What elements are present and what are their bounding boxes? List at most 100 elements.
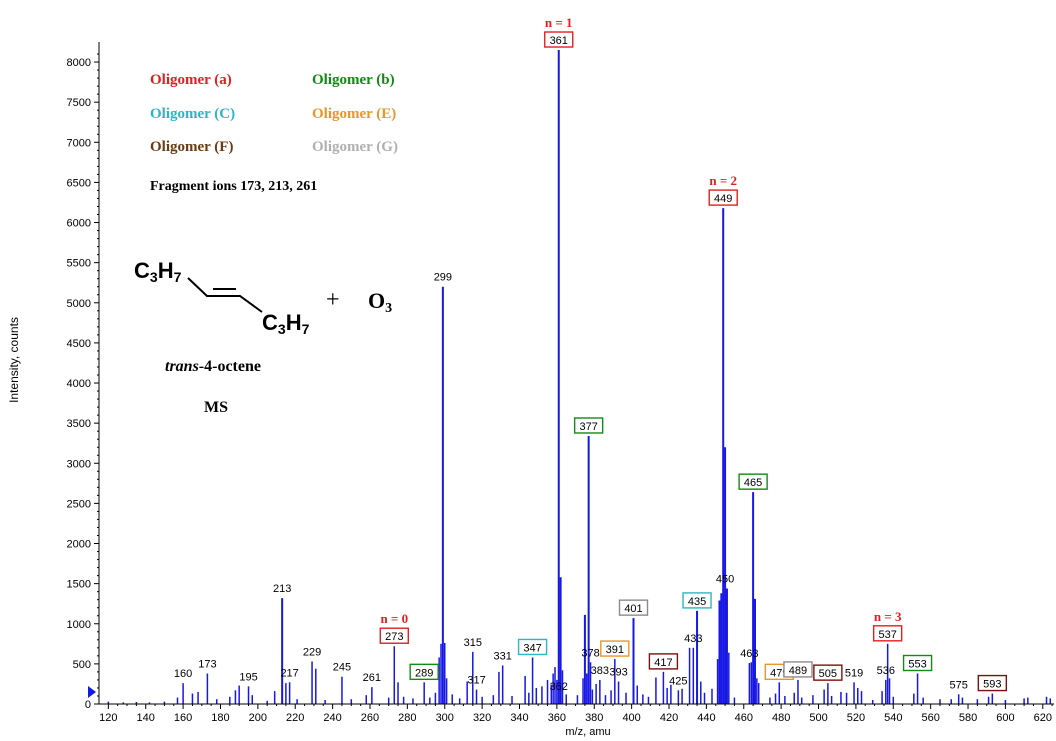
y-tick-label: 2500	[67, 498, 91, 510]
y-tick-label: 3000	[67, 458, 91, 470]
x-tick-label: 440	[697, 712, 715, 724]
legend-oligomer-g: Oligomer (G)	[312, 139, 398, 155]
peak-label: 217	[280, 667, 298, 679]
x-tick-label: 500	[809, 712, 827, 724]
y-tick-label: 0	[85, 699, 91, 711]
peak-label: 435	[688, 596, 706, 608]
peak-label-box	[783, 661, 813, 678]
peak-label: 593	[983, 679, 1001, 691]
x-axis-label: m/z, amu	[565, 726, 610, 738]
molecule-name: trans-4-octene	[165, 358, 261, 376]
peak-label: 391	[606, 644, 624, 656]
peak-label: 377	[579, 421, 597, 433]
c-atom: C	[262, 310, 278, 335]
peak-label: 537	[878, 629, 896, 641]
peak-label: 465	[744, 477, 762, 489]
peak-label: 331	[493, 650, 511, 662]
x-tick-label: 340	[510, 712, 528, 724]
x-tick-label: 180	[211, 712, 229, 724]
c-subscript: 3	[277, 321, 286, 337]
legend-oligomer-c: Oligomer (C)	[150, 106, 236, 122]
o-atom: O	[368, 288, 386, 313]
x-tick-label: 520	[847, 712, 865, 724]
x-tick-label: 320	[473, 712, 491, 724]
h-subscript: 7	[301, 321, 310, 337]
x-tick-label: 200	[249, 712, 267, 724]
peak-label: 553	[908, 659, 926, 671]
peak-label: 299	[434, 272, 452, 284]
y-tick-label: 7500	[67, 97, 91, 109]
peak-label: 273	[385, 631, 403, 643]
peak-label: 378	[581, 647, 599, 659]
x-tick-label: 540	[884, 712, 902, 724]
y-tick-label: 8000	[67, 57, 91, 69]
peak-label-box	[409, 663, 439, 681]
x-tick-label: 360	[548, 712, 566, 724]
x-tick-label: 220	[286, 712, 304, 724]
peak-label: 505	[819, 668, 837, 680]
y-tick-label: 5500	[67, 258, 91, 270]
legend-oligomer-a: Oligomer (a)	[150, 72, 232, 88]
x-tick-label: 460	[735, 712, 753, 724]
h-atom: H	[285, 310, 302, 335]
y-tick-label: 4000	[67, 378, 91, 390]
legend-oligomer-b: Oligomer (b)	[312, 72, 395, 88]
legend-oligomer-e: Oligomer (E)	[312, 106, 397, 122]
peak-label: 229	[303, 646, 321, 658]
peak-label-box	[573, 417, 604, 434]
peak-label-box	[648, 653, 679, 670]
peak-label: 362	[550, 681, 568, 693]
peak-label: 383	[591, 665, 609, 677]
peak-labels: 160 173 195 213 217 229 245 261 273 289 299 315 317 3…	[174, 15, 1008, 693]
n-label: n = 1	[545, 15, 573, 30]
x-tick-label: 160	[174, 712, 192, 724]
plus-sign: +	[326, 287, 340, 313]
o-subscript: 3	[385, 301, 393, 316]
c-subscript: 3	[149, 269, 158, 285]
x-tick-label: 420	[660, 712, 678, 724]
peak-label: 317	[467, 675, 485, 687]
n-label: n = 2	[709, 173, 737, 188]
molecule-left-group: C3H7	[134, 258, 181, 285]
c-atom: C	[134, 258, 150, 283]
peak-label-box	[872, 625, 903, 642]
peak-label-box	[517, 638, 548, 656]
peak-label: 489	[789, 665, 807, 677]
peak-label: 347	[523, 642, 541, 654]
peak-label: 463	[740, 648, 758, 660]
n-label: n = 3	[874, 609, 902, 624]
x-tick-label: 620	[1034, 712, 1052, 724]
peak-label: 213	[273, 583, 291, 595]
peak-label-box	[600, 640, 630, 657]
peak-label: 315	[464, 637, 482, 649]
peak-label: 361	[550, 35, 568, 47]
n-label: n = 0	[380, 611, 408, 626]
peak-label-box	[682, 592, 712, 609]
molecule-name-rest: -4-octene	[198, 358, 261, 375]
axes: 0500100015002000250030003500400045005000…	[67, 42, 1054, 724]
peak-label-box	[738, 473, 768, 490]
legend-oligomer-f: Oligomer (F)	[150, 139, 234, 155]
peak-label: 289	[415, 667, 433, 679]
peak-label: 433	[684, 633, 702, 645]
x-tick-label: 300	[436, 712, 454, 724]
y-axis-label: Intensity, counts	[7, 317, 21, 403]
y-tick-label: 2000	[67, 539, 91, 551]
peak-label: 449	[714, 193, 732, 205]
x-tick-label: 580	[959, 712, 977, 724]
y-tick-label: 4500	[67, 338, 91, 350]
x-tick-label: 600	[996, 712, 1014, 724]
peak-label-box	[902, 654, 933, 672]
x-tick-label: 380	[585, 712, 603, 724]
x-tick-label: 140	[137, 712, 155, 724]
x-tick-label: 120	[99, 712, 117, 724]
y-tick-label: 1500	[67, 579, 91, 591]
peak-label: 450	[716, 573, 734, 585]
peak-label-box	[618, 599, 649, 616]
y-tick-label: 7000	[67, 137, 91, 149]
peak-label: 575	[950, 679, 968, 691]
peak-label-box	[977, 674, 1008, 692]
y-tick-label: 6500	[67, 177, 91, 189]
x-tick-label: 280	[398, 712, 416, 724]
